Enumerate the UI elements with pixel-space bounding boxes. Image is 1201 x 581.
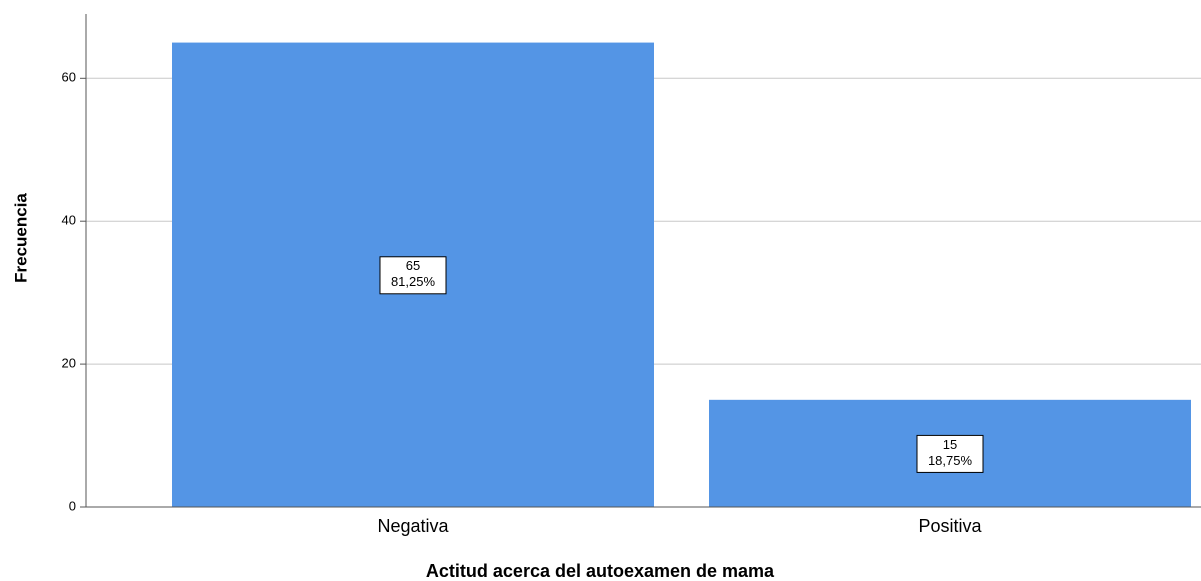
x-axis-title: Actitud acerca del autoexamen de mama bbox=[426, 561, 775, 581]
y-tick-label: 40 bbox=[62, 213, 76, 228]
y-tick-label: 60 bbox=[62, 70, 76, 85]
y-tick-label: 0 bbox=[69, 498, 76, 513]
value-label-box bbox=[916, 434, 984, 473]
value-label: 15 bbox=[943, 437, 957, 452]
x-tick-label: Negativa bbox=[377, 516, 449, 536]
y-tick-label: 20 bbox=[62, 356, 76, 371]
value-label: 65 bbox=[406, 258, 420, 273]
percent-label: 81,25% bbox=[391, 274, 436, 289]
y-axis-title: Frecuencia bbox=[11, 193, 30, 283]
percent-label: 18,75% bbox=[928, 453, 973, 468]
value-label-box bbox=[379, 256, 447, 295]
x-tick-label: Positiva bbox=[918, 516, 982, 536]
